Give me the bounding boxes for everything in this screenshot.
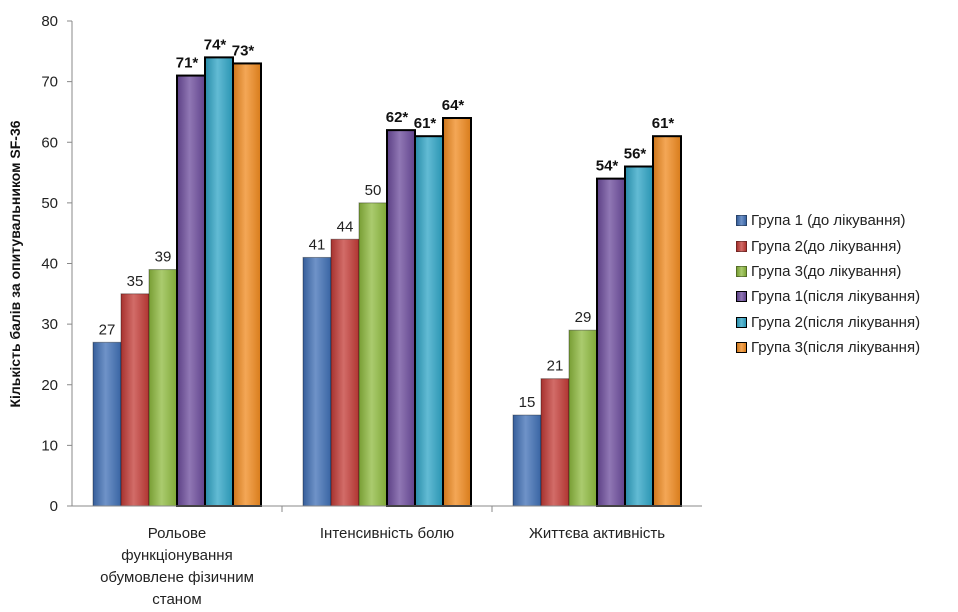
bar <box>176 74 206 507</box>
y-tick-label: 20 <box>41 377 58 394</box>
x-category-label: Життєва активність <box>529 525 665 542</box>
y-tick-label: 70 <box>41 74 58 91</box>
legend-label: Група 2(до лікування) <box>751 237 902 255</box>
y-tick-label: 80 <box>41 13 58 30</box>
legend: Група 1 (до лікування) Група 2(до лікуван… <box>736 208 920 360</box>
bar <box>540 378 570 507</box>
data-label: 44 <box>337 218 354 235</box>
data-label: 54* <box>596 158 619 175</box>
legend-item: Група 3(до лікування) <box>736 259 920 284</box>
legend-label: Група 2(після лікування) <box>751 313 921 331</box>
legend-label: Група 1(після лікування) <box>751 288 921 306</box>
bar <box>358 202 388 507</box>
legend-swatch <box>736 215 747 227</box>
y-tick-label: 40 <box>41 256 58 273</box>
bar <box>330 238 360 507</box>
y-tick-label: 60 <box>41 134 58 151</box>
data-label: 71* <box>176 55 199 72</box>
bar <box>568 329 598 507</box>
x-category-label: Рольове <box>148 525 206 542</box>
bar <box>652 135 682 507</box>
legend-item: Група 3(після лікування) <box>736 335 920 360</box>
bar <box>624 165 654 507</box>
data-label: 73* <box>232 42 255 59</box>
legend-swatch <box>736 342 747 354</box>
y-tick-label: 0 <box>50 498 58 515</box>
data-label: 27 <box>99 321 116 338</box>
bar <box>204 56 234 507</box>
legend-swatch <box>736 291 747 303</box>
legend-item: Група 2(після лікування) <box>736 310 920 335</box>
legend-label: Група 1 (до лікування) <box>751 212 906 230</box>
y-axis-title: Кількість балів за опитувальником SF-36 <box>7 120 23 407</box>
bar <box>442 117 472 507</box>
legend-item: Група 2(до лікування) <box>736 233 920 258</box>
x-category-label: обумовлене фізичним <box>100 569 254 586</box>
x-category-label: станом <box>152 591 201 608</box>
x-category-label: Інтенсивність болю <box>320 525 454 542</box>
bar <box>232 62 262 507</box>
data-label: 64* <box>442 97 465 114</box>
data-label: 15 <box>519 394 536 411</box>
data-label: 56* <box>624 146 647 163</box>
data-label: 41 <box>309 236 326 253</box>
legend-swatch <box>736 265 747 277</box>
legend-swatch <box>736 316 747 328</box>
bar <box>120 293 150 507</box>
legend-swatch <box>736 240 747 252</box>
bar <box>92 341 122 507</box>
bar <box>386 129 416 507</box>
bar <box>302 256 332 507</box>
x-category-label: функціонування <box>121 547 232 564</box>
legend-label: Група 3(до лікування) <box>751 262 902 280</box>
data-label: 29 <box>575 309 592 326</box>
bar <box>414 135 444 507</box>
y-tick-label: 30 <box>41 316 58 333</box>
data-label: 62* <box>386 109 409 126</box>
legend-label: Група 3(після лікування) <box>751 339 921 357</box>
legend-item: Група 1 (до лікування) <box>736 208 920 233</box>
bar <box>512 414 542 507</box>
legend-item: Група 1(після лікування) <box>736 284 920 309</box>
y-tick-label: 50 <box>41 195 58 212</box>
bar <box>148 269 178 507</box>
y-tick-label: 10 <box>41 437 58 454</box>
bar <box>596 177 626 507</box>
data-label: 61* <box>414 115 437 132</box>
data-label: 74* <box>204 36 227 53</box>
data-label: 35 <box>127 273 144 290</box>
data-label: 21 <box>547 358 564 375</box>
data-label: 61* <box>652 115 675 132</box>
data-label: 39 <box>155 249 172 266</box>
data-label: 50 <box>365 182 382 199</box>
